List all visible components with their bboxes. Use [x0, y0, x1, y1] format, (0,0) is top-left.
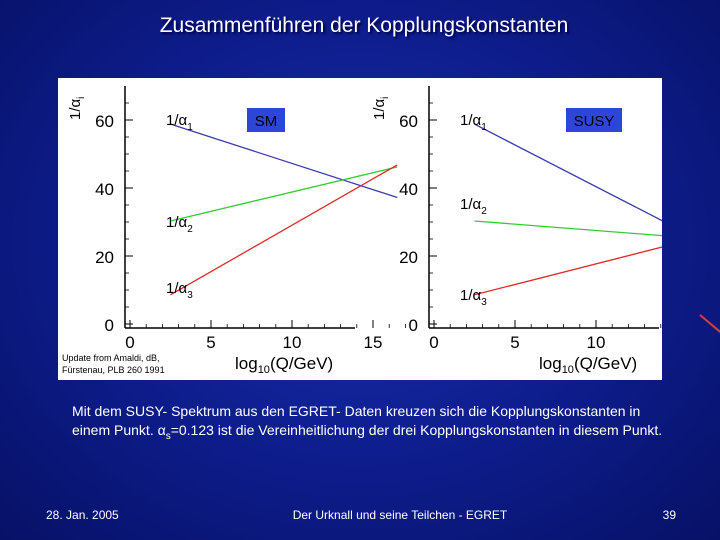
y-axis-label: 1/αi [67, 97, 87, 120]
series-label-sub: 3 [187, 290, 193, 301]
y-tick-label: 20 [95, 248, 114, 267]
label-box-text: SM [255, 113, 278, 130]
caption-text-2: =0.123 ist die Vereinheitlichung der dre… [170, 422, 663, 438]
caption-alpha-sub: s [165, 430, 171, 442]
y-tick-label: 0 [409, 316, 418, 335]
caption-text-1: Mit dem SUSY- Spektrum aus den EGRET- Da… [72, 403, 641, 438]
y-tick-label: 60 [95, 112, 114, 131]
x-axis-label: log10(Q/GeV) [539, 354, 637, 376]
x-axis-label-rest: (Q/GeV) [574, 354, 637, 373]
series-label-alpha2: 1/α2 [166, 214, 193, 235]
series-line-alpha2 [170, 166, 398, 222]
credit-line-1: Update from Amaldi, dB, [62, 353, 160, 363]
y-tick-label: 20 [399, 248, 418, 267]
chart-panel-1: 0 20 40 60 0 5 10 15 1/αi log10(Q/GeV) 1/α1 1/α2 1/α… [67, 86, 406, 376]
series-label-sub: 3 [481, 297, 487, 308]
x-tick-label: 0 [125, 333, 134, 352]
series-label-sub: 2 [481, 206, 487, 217]
decorative-line [699, 314, 720, 337]
footer-title: Der Urknall und seine Teilchen - EGRET [292, 508, 508, 522]
x-axis-label: log10(Q/GeV) [235, 354, 333, 376]
x-axis-label-sub: 10 [562, 364, 574, 376]
series-label-alpha2: 1/α2 [460, 196, 487, 217]
series-line-alpha3 [474, 246, 662, 296]
series-line-alpha2 [474, 220, 662, 237]
series-label-sub: 1 [187, 122, 193, 133]
series-line-alpha3 [170, 164, 398, 296]
x-tick-label: 15 [364, 333, 383, 352]
y-tick-label: 60 [399, 112, 418, 131]
series-label-alpha1: 1/α1 [166, 112, 193, 133]
x-tick-label: 10 [283, 333, 302, 352]
caption-alpha: α [157, 422, 166, 438]
x-tick-label: 5 [510, 333, 519, 352]
y-axis-label-sub: i [76, 97, 87, 99]
x-axis-label-rest: (Q/GeV) [270, 354, 333, 373]
chart-panel-2: 02040600510151/αilog10(Q/GeV)1/α11/α21/α… [371, 86, 662, 376]
series-label-alpha3: 1/α3 [460, 287, 487, 308]
y-tick-label: 0 [105, 316, 114, 335]
series-line-alpha1 [474, 123, 662, 222]
series-label-sub: 2 [187, 224, 193, 235]
coupling-figure: 0 20 40 60 0 5 10 15 1/αi log10(Q/GeV) 1/α1 1/α2 1/α… [58, 78, 662, 380]
slide-caption: Mit dem SUSY- Spektrum aus den EGRET- Da… [72, 402, 672, 446]
x-tick-label: 0 [429, 333, 438, 352]
figure-credit: Update from Amaldi, dB, Fürstenau, PLB 2… [62, 352, 192, 376]
y-tick-label: 40 [95, 180, 114, 199]
credit-line-2: Fürstenau, PLB 260 1991 [62, 365, 165, 375]
series-label-sub: 1 [481, 122, 487, 133]
x-tick-label: 5 [206, 333, 215, 352]
series-label-alpha3: 1/α3 [166, 280, 193, 301]
x-axis-label-sub: 10 [258, 364, 270, 376]
slide-title: Zusammenführen der Kopplungskonstanten [159, 14, 569, 37]
series-line-alpha1 [170, 123, 398, 199]
y-axis-label: 1/αi [371, 97, 391, 120]
y-tick-label: 40 [399, 180, 418, 199]
y-axis-label-sub: i [380, 97, 391, 99]
footer-date: 28. Jan. 2005 [46, 508, 119, 522]
label-box-text: SUSY [574, 113, 615, 130]
footer-page-number: 39 [662, 508, 676, 522]
x-tick-label: 10 [587, 333, 606, 352]
label-box [566, 108, 622, 132]
label-box [247, 108, 285, 132]
series-label-alpha1: 1/α1 [460, 112, 487, 133]
